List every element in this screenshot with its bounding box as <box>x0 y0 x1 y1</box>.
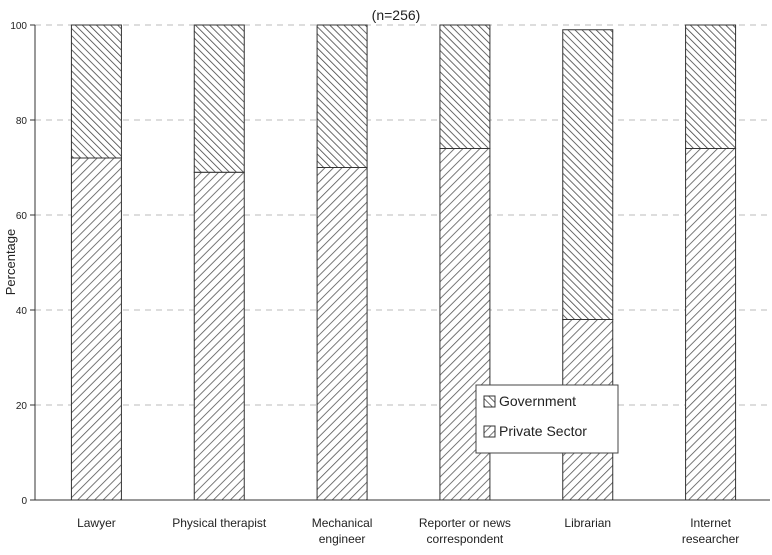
y-tick-label: 20 <box>16 401 28 412</box>
bar-government <box>316 24 368 168</box>
bar-government <box>193 24 245 173</box>
x-tick-label: Mechanical engineer <box>312 516 373 546</box>
bars <box>70 24 737 501</box>
x-tick-label: Physical therapist <box>172 516 267 530</box>
bar-private-sector <box>316 167 368 501</box>
y-axis: 0 20 40 60 80 100 <box>10 21 770 507</box>
legend-box <box>475 384 619 454</box>
legend: Government Private Sector <box>475 384 619 454</box>
legend-label-private-sector: Private Sector <box>499 423 587 439</box>
y-tick-label: 40 <box>16 306 28 317</box>
x-tick-label: Internet researcher <box>682 516 739 546</box>
bar-government <box>439 24 491 149</box>
y-axis-label: Percentage <box>3 229 18 296</box>
y-tick-label: 80 <box>16 116 28 127</box>
x-tick-label: Reporter or news correspondent <box>419 516 511 546</box>
bar-private-sector <box>193 171 245 501</box>
x-tick-label: Lawyer <box>77 516 116 530</box>
bar-private-sector <box>685 148 737 501</box>
legend-swatch-private-sector <box>483 425 496 438</box>
y-tick-label: 60 <box>16 211 28 222</box>
bar-private-sector <box>70 157 122 501</box>
legend-swatch-government <box>483 395 496 408</box>
grid-lines <box>35 24 772 406</box>
y-tick-label: 0 <box>21 496 27 507</box>
legend-label-government: Government <box>499 393 576 409</box>
x-tick-label: Librarian <box>564 516 611 530</box>
bar-government <box>70 24 122 159</box>
bar-government <box>685 24 737 149</box>
x-tick-labels: Lawyer Physical therapist Mechanical engine… <box>77 516 739 546</box>
chart-title: (n=256) <box>372 7 421 23</box>
bar-government <box>562 29 614 320</box>
y-tick-label: 100 <box>10 21 27 32</box>
